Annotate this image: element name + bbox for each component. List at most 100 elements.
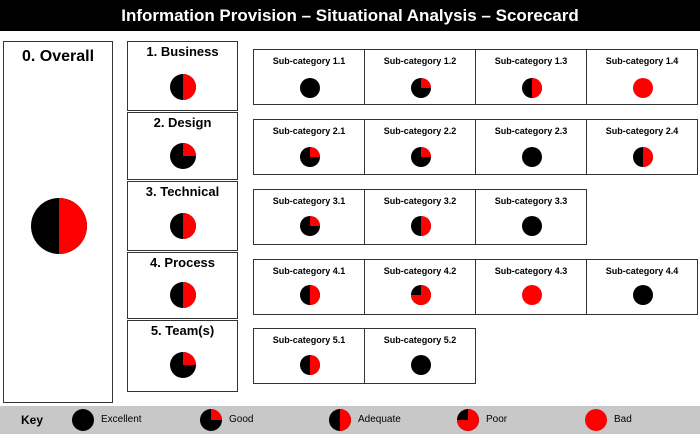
overall-label: 0. Overall <box>21 48 95 65</box>
pie-base <box>300 78 320 98</box>
key-bad-icon <box>585 409 607 431</box>
key-adequate-label: Adequate <box>358 414 401 425</box>
subcategory-rating-icon <box>300 285 320 305</box>
subcategory-4-3: Sub-category 4.3 <box>475 259 587 315</box>
pie-base <box>522 147 542 167</box>
subcategory-rating-icon <box>411 355 431 375</box>
subcategory-label: Sub-category 2.1 <box>272 126 346 136</box>
pie-red-wedge <box>183 213 196 239</box>
subcategory-4-2: Sub-category 4.2 <box>364 259 476 315</box>
category-label: 1. Business <box>146 44 219 59</box>
category-rating-icon <box>170 74 196 100</box>
subcategory-rating-icon <box>300 78 320 98</box>
category-rating-icon <box>170 143 196 169</box>
subcategory-5-1: Sub-category 5.1 <box>253 328 365 384</box>
pie-red-wedge <box>59 198 87 254</box>
subcategory-label: Sub-category 1.3 <box>494 56 568 66</box>
subcategory-3-2: Sub-category 3.2 <box>364 189 476 245</box>
overall-rating-icon <box>31 198 87 254</box>
pie-red-wedge <box>183 352 196 365</box>
subcategory-4-1: Sub-category 4.1 <box>253 259 365 315</box>
subcategory-3-3: Sub-category 3.3 <box>475 189 587 245</box>
subcategory-label: Sub-category 5.1 <box>272 335 346 345</box>
pie-red-wedge <box>532 78 542 98</box>
key-title: Key <box>21 413 44 427</box>
category-teams-box: 5. Team(s) <box>127 320 238 392</box>
pie-base <box>633 285 653 305</box>
subcategory-rating-icon <box>411 78 431 98</box>
subcategory-1-1: Sub-category 1.1 <box>253 49 365 105</box>
subcategory-label: Sub-category 4.2 <box>383 266 457 276</box>
subcategory-rating-icon <box>522 147 542 167</box>
subcategory-label: Sub-category 1.4 <box>605 56 679 66</box>
subcategory-rating-icon <box>411 216 431 236</box>
subcategory-label: Sub-category 3.3 <box>494 196 568 206</box>
pie-red-wedge <box>421 216 431 236</box>
subcategory-rating-icon <box>300 147 320 167</box>
subcategory-2-3: Sub-category 2.3 <box>475 119 587 175</box>
pie-base <box>633 78 653 98</box>
subcategory-rating-icon <box>633 285 653 305</box>
subcategory-rating-icon <box>522 216 542 236</box>
pie-red-wedge <box>310 285 320 305</box>
pie-red-wedge <box>340 409 351 431</box>
key-poor-icon <box>457 409 479 431</box>
subcategory-label: Sub-category 1.1 <box>272 56 346 66</box>
pie-red-wedge <box>421 147 431 157</box>
category-label: 3. Technical <box>145 184 220 199</box>
subcategory-label: Sub-category 2.2 <box>383 126 457 136</box>
pie-red-wedge <box>183 282 196 308</box>
pie-red-wedge <box>183 143 196 156</box>
pie-base <box>72 409 94 431</box>
category-business-box: 1. Business <box>127 41 238 111</box>
subcategory-label: Sub-category 2.3 <box>494 126 568 136</box>
pie-red-wedge <box>310 216 320 226</box>
category-label: 2. Design <box>153 115 212 130</box>
pie-red-wedge <box>211 409 222 420</box>
category-technical-box: 3. Technical <box>127 181 238 251</box>
key-poor-label: Poor <box>486 414 508 425</box>
key-adequate-icon <box>329 409 351 431</box>
subcategory-label: Sub-category 3.2 <box>383 196 457 206</box>
category-process-box: 4. Process <box>127 252 238 319</box>
pie-red-wedge <box>643 147 653 167</box>
category-label: 4. Process <box>149 255 216 270</box>
subcategory-3-1: Sub-category 3.1 <box>253 189 365 245</box>
key-good-icon <box>200 409 222 431</box>
pie-red-wedge <box>310 147 320 157</box>
key-excellent-label: Excellent <box>101 414 142 425</box>
subcategory-rating-icon <box>522 78 542 98</box>
subcategory-label: Sub-category 2.4 <box>605 126 679 136</box>
subcategory-label: Sub-category 4.1 <box>272 266 346 276</box>
subcategory-5-2: Sub-category 5.2 <box>364 328 476 384</box>
category-rating-icon <box>170 352 196 378</box>
subcategory-rating-icon <box>522 285 542 305</box>
pie-base <box>522 285 542 305</box>
pie-red-wedge <box>421 78 431 88</box>
pie-red-wedge <box>310 355 320 375</box>
subcategory-rating-icon <box>633 147 653 167</box>
key-excellent-icon <box>72 409 94 431</box>
subcategory-rating-icon <box>300 216 320 236</box>
subcategory-rating-icon <box>411 285 431 305</box>
pie-red-wedge <box>183 74 196 100</box>
category-label: 5. Team(s) <box>150 323 215 338</box>
subcategory-rating-icon <box>411 147 431 167</box>
subcategory-1-2: Sub-category 1.2 <box>364 49 476 105</box>
subcategory-2-2: Sub-category 2.2 <box>364 119 476 175</box>
overall-panel: 0. Overall <box>3 41 113 403</box>
pie-base <box>585 409 607 431</box>
subcategory-label: Sub-category 4.4 <box>605 266 679 276</box>
subcategory-label: Sub-category 4.3 <box>494 266 568 276</box>
subcategory-rating-icon <box>300 355 320 375</box>
subcategory-rating-icon <box>633 78 653 98</box>
category-rating-icon <box>170 282 196 308</box>
subcategory-2-1: Sub-category 2.1 <box>253 119 365 175</box>
category-design-box: 2. Design <box>127 112 238 180</box>
key-bar: Key Excellent Good Adequate Poor Bad <box>0 406 700 434</box>
subcategory-1-4: Sub-category 1.4 <box>586 49 698 105</box>
subcategory-label: Sub-category 5.2 <box>383 335 457 345</box>
pie-base <box>411 355 431 375</box>
pie-red-wedge <box>457 409 479 431</box>
subcategory-label: Sub-category 1.2 <box>383 56 457 66</box>
